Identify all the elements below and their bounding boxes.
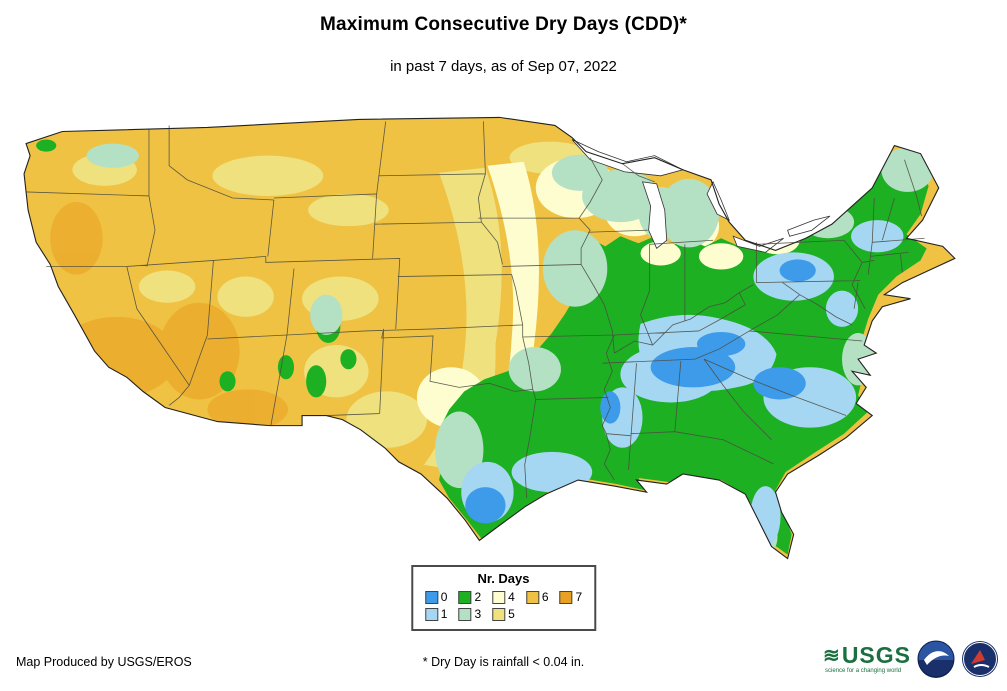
state-borders [26, 121, 925, 499]
legend-row: 0 2 4 6 7 [424, 589, 583, 606]
noaa-logo [917, 640, 955, 678]
legend-label: 7 [575, 590, 583, 604]
legend-swatch [424, 591, 438, 604]
cdd-color-regions [24, 117, 955, 559]
legend-label: 1 [440, 607, 448, 621]
legend-rows: 0 2 4 6 7 1 3 5 [424, 589, 583, 623]
legend-swatch [559, 591, 573, 604]
legend-swatch [525, 591, 539, 604]
legend-row: 1 3 5 [424, 606, 582, 623]
page-subtitle: in past 7 days, as of Sep 07, 2022 [390, 58, 617, 75]
map-credit: Map Produced by USGS/EROS [16, 655, 192, 669]
legend-item-1: 1 [424, 606, 448, 623]
legend-item-3: 3 [458, 606, 481, 623]
legend-label: 3 [474, 607, 482, 621]
usgs-logo: ≋ USGS science for a changing world [823, 642, 911, 675]
legend-swatch [492, 591, 506, 604]
legend-item-0: 0 [424, 589, 448, 606]
dry-day-footnote: * Dry Day is rainfall < 0.04 in. [422, 655, 585, 669]
legend-swatch [458, 591, 472, 604]
lake-ontario [787, 215, 831, 237]
nws-logo [962, 641, 998, 677]
us-map-svg [23, 116, 956, 560]
legend-label: 2 [474, 590, 482, 604]
legend-swatch [492, 608, 506, 621]
usgs-logo-text: USGS [841, 642, 911, 668]
page-title: Maximum Consecutive Dry Days (CDD)* [319, 14, 688, 35]
usgs-tagline: science for a changing world [825, 668, 902, 674]
legend-label: 6 [541, 590, 549, 604]
legend-label: 0 [440, 590, 448, 604]
legend-item-5: 5 [492, 606, 515, 623]
legend-label: 5 [508, 607, 515, 621]
legend-item-4: 4 [492, 589, 515, 606]
legend-item-6: 6 [525, 589, 549, 606]
cdd-0-region [465, 259, 816, 524]
usgs-wave-icon: ≋ [823, 644, 840, 667]
us-outline [23, 116, 956, 560]
legend-swatch [458, 608, 472, 621]
lake-michigan [641, 181, 668, 249]
legend-item-2: 2 [458, 589, 481, 606]
legend-title: Nr. Days [477, 571, 530, 586]
agency-logos: ≋ USGS science for a changing world [823, 640, 999, 678]
us-cdd-map [16, 116, 978, 562]
lake-erie [732, 235, 784, 253]
map-legend: Nr. Days 0 2 4 6 7 1 3 5 [410, 565, 597, 631]
legend-label: 4 [508, 590, 515, 604]
legend-item-7: 7 [559, 589, 583, 606]
legend-swatch [424, 608, 438, 621]
